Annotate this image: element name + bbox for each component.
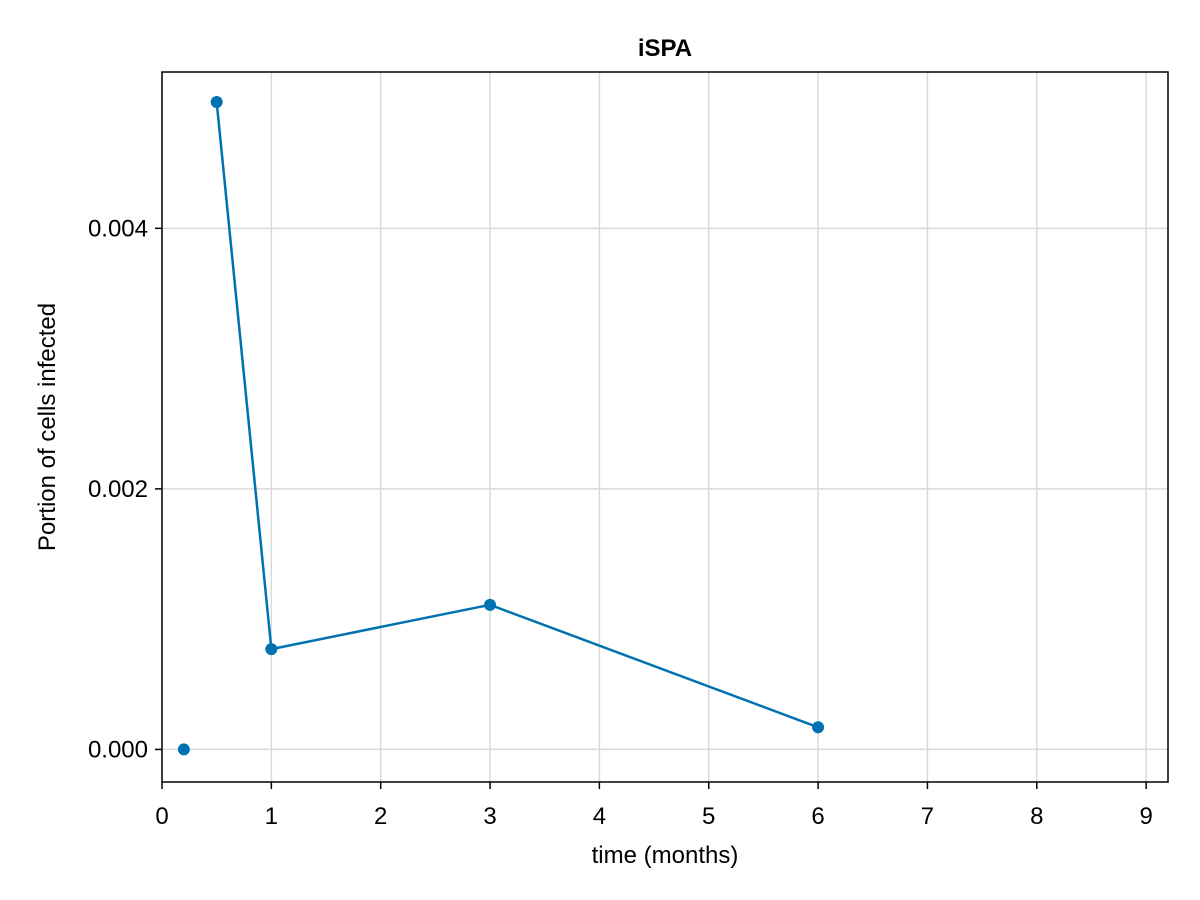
tick-layer: 0 1 2 3 4 5 6 7 8 9 0.000 0.002 0.004	[88, 215, 1153, 830]
plot-frame	[161, 71, 1169, 783]
x-tick-label: 6	[811, 803, 824, 830]
x-tick-label: 3	[483, 803, 496, 830]
x-tick-label: 5	[702, 803, 715, 830]
y-tick-label: 0.004	[88, 215, 148, 242]
data-point	[265, 643, 278, 656]
y-tick-label: 0.000	[88, 736, 148, 763]
x-tick-label: 4	[593, 803, 606, 830]
data-point	[484, 598, 497, 611]
x-tick-label: 2	[374, 803, 387, 830]
x-tick-label: 1	[265, 803, 278, 830]
x-tick-label: 8	[1030, 803, 1043, 830]
data-point	[812, 721, 825, 734]
chart-title: iSPA	[638, 35, 692, 62]
series-line	[215, 101, 819, 729]
data-point	[210, 95, 223, 108]
grid-layer	[161, 72, 1168, 782]
x-axis-label: time (months)	[592, 842, 739, 869]
x-tick-label: 0	[155, 803, 168, 830]
y-tick-label: 0.002	[88, 476, 148, 503]
y-axis-label: Portion of cells infected	[34, 303, 61, 551]
data-layer	[177, 95, 825, 756]
data-point	[177, 743, 190, 756]
x-tick-label: 9	[1139, 803, 1152, 830]
x-tick-label: 7	[921, 803, 934, 830]
